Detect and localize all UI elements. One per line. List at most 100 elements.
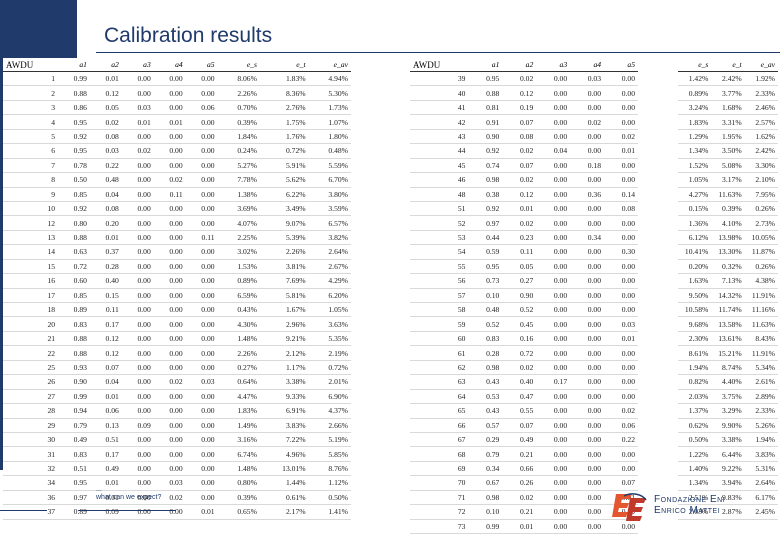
table-cell: 0.00 bbox=[121, 316, 154, 332]
table-cell: 3.16% bbox=[217, 432, 260, 448]
table-cell: 2.42% bbox=[744, 143, 778, 159]
table-cell: 0.83 bbox=[58, 316, 90, 332]
table-cell: 0.95 bbox=[58, 475, 90, 491]
table-cell: 0.08 bbox=[89, 201, 122, 217]
table-cell: 0.90 bbox=[468, 129, 503, 145]
table-cell: 0.01 bbox=[89, 475, 122, 491]
table-cell: 8.76% bbox=[308, 461, 351, 477]
table-cell: 0.00 bbox=[153, 331, 186, 347]
table-cell: 0.00 bbox=[570, 418, 605, 433]
table-cell: 52 bbox=[410, 215, 469, 231]
table-cell: 0.64% bbox=[217, 374, 260, 390]
table-cell: 4.94% bbox=[308, 71, 351, 87]
feem-logo-icon bbox=[612, 493, 647, 521]
table-row: 43 0.90 0.08 0.00 0.00 0.02 bbox=[410, 129, 638, 145]
table-cell: 0.01 bbox=[153, 114, 186, 130]
table-row: 52 0.97 0.02 0.00 0.00 0.00 bbox=[410, 215, 638, 231]
table-row: 29 0.79 0.13 0.09 0.00 0.00 1.49% 3.83% 2.66% bbox=[3, 418, 351, 433]
table-cell: 1.83% bbox=[259, 71, 309, 87]
table-cell: 1.40% bbox=[678, 461, 712, 477]
column-header: e_s bbox=[217, 58, 260, 72]
table-cell: 37 bbox=[3, 504, 59, 520]
table-cell: 7.13% bbox=[711, 273, 745, 289]
table-cell: 0.39% bbox=[711, 201, 745, 217]
title-divider bbox=[96, 52, 780, 53]
table-cell: 0.00 bbox=[570, 345, 605, 361]
table-cell: 0.00 bbox=[185, 129, 218, 145]
table-cell: 0.95 bbox=[468, 71, 503, 87]
table-cell: 0.12 bbox=[502, 85, 537, 101]
table-cell: 0.00 bbox=[185, 288, 218, 304]
table-cell: 0.01 bbox=[89, 389, 122, 405]
table-cell: 0.05 bbox=[89, 100, 122, 116]
table-cell: 2.76% bbox=[259, 100, 309, 116]
table-cell: 0.00 bbox=[536, 331, 571, 347]
table-cell: 0.17 bbox=[89, 446, 122, 462]
table-cell: 1.12% bbox=[308, 475, 351, 491]
table-row: 6 0.95 0.03 0.02 0.00 0.00 0.24% 0.72% 0.48% bbox=[3, 143, 351, 159]
table-row: 0.50% 3.38% 1.94% bbox=[678, 432, 778, 448]
table-cell: 0.00 bbox=[185, 244, 218, 260]
column-header: e_t bbox=[711, 58, 745, 72]
table-cell: 13 bbox=[3, 230, 59, 246]
table-cell: 12 bbox=[3, 215, 59, 231]
table-cell: 0.02 bbox=[570, 114, 605, 130]
table-cell: 1.22% bbox=[678, 446, 712, 462]
table-cell: 10.58% bbox=[678, 302, 712, 318]
table-cell: 0.88 bbox=[468, 85, 503, 101]
table-cell: 1.29% bbox=[678, 129, 712, 145]
table-cell: 29 bbox=[3, 418, 59, 433]
table-cell: 0.00 bbox=[570, 403, 605, 419]
table-row: 5 0.92 0.08 0.00 0.00 0.00 1.84% 1.76% 1.80% bbox=[3, 129, 351, 145]
column-header: a2 bbox=[502, 58, 537, 72]
table-row: 7 0.78 0.22 0.00 0.00 0.00 5.27% 5.91% 5.59% bbox=[3, 158, 351, 174]
table-cell: 0.22 bbox=[604, 432, 638, 448]
table-cell: 0.03 bbox=[604, 316, 638, 332]
table-row: 13 0.88 0.01 0.00 0.00 0.11 2.25% 5.39% 3.82% bbox=[3, 230, 351, 246]
table-cell: 2.64% bbox=[308, 244, 351, 260]
table-cell: 0.06 bbox=[89, 403, 122, 419]
table-cell: 0.06 bbox=[185, 100, 218, 116]
table-cell: 17 bbox=[3, 288, 59, 304]
table-cell: 0.09 bbox=[89, 504, 122, 520]
table-cell: 0.89 bbox=[58, 504, 90, 520]
table-cell: 0.00 bbox=[185, 158, 218, 174]
table-cell: 0.00 bbox=[570, 374, 605, 390]
table-cell: 0.00 bbox=[185, 114, 218, 130]
table-cell: 0.26 bbox=[502, 475, 537, 491]
table-cell: 0.00 bbox=[536, 403, 571, 419]
table-cell: 0.00 bbox=[185, 259, 218, 275]
table-cell: 0.28 bbox=[468, 345, 503, 361]
table-cell: 0.00 bbox=[604, 446, 638, 462]
table-cell: 0.00 bbox=[153, 302, 186, 318]
table-cell: 0.66 bbox=[502, 461, 537, 477]
table-cell: 1.17% bbox=[259, 360, 309, 376]
table-cell: 0.00 bbox=[536, 244, 571, 260]
table-cell: 0.79 bbox=[468, 446, 503, 462]
table-cell: 0.00 bbox=[570, 215, 605, 231]
table-cell: 0.00 bbox=[121, 288, 154, 304]
table-cell: 36 bbox=[3, 490, 59, 506]
table-cell: 0.00 bbox=[153, 432, 186, 448]
table-cell: 0.00 bbox=[185, 71, 218, 87]
table-row: 53 0.44 0.23 0.00 0.34 0.00 bbox=[410, 230, 638, 246]
table-cell: 0.12 bbox=[502, 187, 537, 202]
table-row: 9 0.85 0.04 0.00 0.11 0.00 1.38% 6.22% 3.80% bbox=[3, 187, 351, 202]
column-header: a3 bbox=[536, 58, 571, 72]
table-row: 0.20% 0.32% 0.26% bbox=[678, 259, 778, 275]
table-cell: 0.00 bbox=[153, 71, 186, 87]
table-cell: 6.91% bbox=[259, 403, 309, 419]
column-header: a1 bbox=[58, 58, 90, 72]
calibration-table-errors: e_s e_t e_av 1.42% 2.42% 1.92% 0.89% 3.77% 2.33… bbox=[678, 58, 778, 520]
table-cell: 58 bbox=[410, 302, 469, 318]
table-cell: 0.00 bbox=[604, 302, 638, 318]
table-cell: 0.32% bbox=[711, 259, 745, 275]
table-cell: 0.00 bbox=[536, 504, 571, 520]
table-cell: 5.91% bbox=[259, 158, 309, 174]
table-cell: 0.04 bbox=[89, 187, 122, 202]
table-cell: 0.47 bbox=[502, 389, 537, 405]
table-cell: 45 bbox=[410, 158, 469, 174]
table-cell: 71 bbox=[410, 490, 469, 506]
table-cell: 0.08 bbox=[604, 201, 638, 217]
table-cell: 0.00 bbox=[185, 432, 218, 448]
